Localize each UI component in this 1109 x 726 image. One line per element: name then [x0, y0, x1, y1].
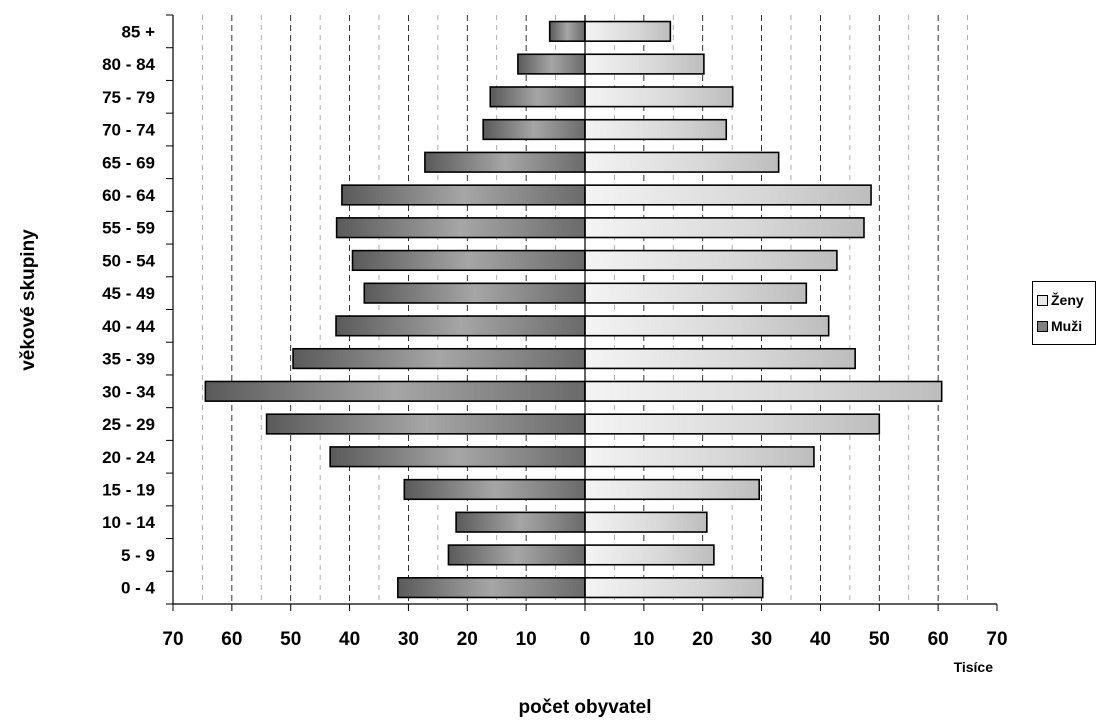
y-tick-label: 80 - 84 [102, 55, 155, 74]
x-tick-label: 10 [633, 629, 654, 650]
legend-swatch-zeny [1037, 294, 1048, 306]
x-tick-label: 50 [280, 629, 301, 650]
axes-group [166, 14, 998, 611]
bar-zeny [584, 413, 881, 435]
x-axis-unit: Tisíce [954, 659, 994, 675]
bar-muzi [517, 53, 586, 75]
x-tick-label: 20 [692, 629, 713, 650]
bar-muzi [351, 249, 586, 272]
grid-lines [202, 15, 968, 604]
bar-muzi [489, 86, 586, 108]
y-tick-label: 50 - 54 [102, 251, 155, 270]
x-tick-label: 0 [580, 629, 591, 650]
bar-muzi [447, 544, 586, 566]
y-tick-label: 85 + [121, 22, 155, 41]
bar-zeny [584, 544, 715, 566]
x-tick-label: 20 [457, 629, 478, 650]
legend-swatch-muzi [1037, 320, 1048, 332]
x-tick-label: 70 [986, 629, 1007, 650]
bar-muzi [397, 577, 586, 599]
bar-zeny [584, 249, 838, 272]
bar-zeny [584, 380, 943, 402]
x-tick-label: 40 [339, 629, 360, 650]
x-tick-label: 50 [869, 629, 890, 650]
legend-label-zeny: Ženy [1051, 292, 1084, 308]
bar-muzi [455, 511, 586, 533]
bar-muzi [341, 184, 586, 206]
y-tick-label: 40 - 44 [102, 317, 155, 336]
bar-zeny [584, 20, 672, 42]
bar-zeny [584, 151, 780, 173]
bar-zeny [584, 315, 830, 337]
bar-muzi [403, 478, 586, 501]
legend-label-muzi: Muži [1051, 318, 1083, 334]
y-tick-label: 75 - 79 [102, 88, 155, 107]
y-tick-label: 65 - 69 [102, 153, 155, 172]
x-tick-label: 30 [751, 629, 772, 650]
bar-muzi [363, 282, 586, 304]
bar-zeny [584, 217, 865, 239]
y-tick-label: 45 - 49 [102, 284, 155, 303]
bar-muzi [292, 347, 586, 370]
bar-muzi [329, 446, 586, 468]
legend-item-muzi: Muži [1037, 313, 1091, 339]
x-tick-label: 70 [162, 629, 183, 650]
y-tick-label: 30 - 34 [102, 382, 155, 401]
legend-item-zeny: Ženy [1037, 287, 1091, 313]
bar-muzi [548, 20, 586, 42]
bar-zeny [584, 511, 708, 533]
bar-zeny [584, 347, 856, 370]
x-axis-title: počet obyvatel [518, 697, 651, 718]
bar-zeny [584, 118, 728, 141]
y-tick-label: 35 - 39 [102, 350, 155, 369]
y-tick-label: 0 - 4 [121, 579, 156, 598]
y-tick-label: 10 - 14 [102, 513, 155, 532]
bar-muzi [482, 118, 586, 141]
legend: Ženy Muži [1032, 281, 1096, 345]
bar-zeny [584, 577, 764, 599]
y-axis-title: věkové skupiny [18, 229, 39, 371]
bar-zeny [584, 282, 808, 304]
x-tick-label: 10 [516, 629, 537, 650]
bar-muzi [265, 413, 586, 435]
bar-zeny [584, 478, 761, 501]
labels-group: 0 - 4 5 - 9 10 - 14 15 - 19 20 - 24 25 - 29 30… [102, 22, 1008, 650]
bars-group [204, 20, 943, 599]
y-tick-label: 15 - 19 [102, 480, 155, 499]
bar-muzi [204, 380, 586, 402]
y-tick-label: 25 - 29 [102, 415, 155, 434]
bar-zeny [584, 53, 705, 75]
x-tick-label: 30 [398, 629, 419, 650]
bar-zeny [584, 446, 815, 468]
bar-muzi [335, 315, 586, 337]
y-tick-label: 60 - 64 [102, 186, 155, 205]
y-tick-label: 20 - 24 [102, 448, 155, 467]
bar-zeny [584, 86, 734, 108]
x-tick-label: 60 [221, 629, 242, 650]
bar-muzi [424, 151, 586, 173]
bar-zeny [584, 184, 872, 206]
y-tick-label: 5 - 9 [121, 546, 155, 565]
x-tick-label: 40 [810, 629, 831, 650]
y-tick-label: 55 - 59 [102, 219, 155, 238]
y-tick-label: 70 - 74 [102, 121, 155, 140]
x-tick-label: 60 [928, 629, 949, 650]
bar-muzi [335, 217, 586, 239]
